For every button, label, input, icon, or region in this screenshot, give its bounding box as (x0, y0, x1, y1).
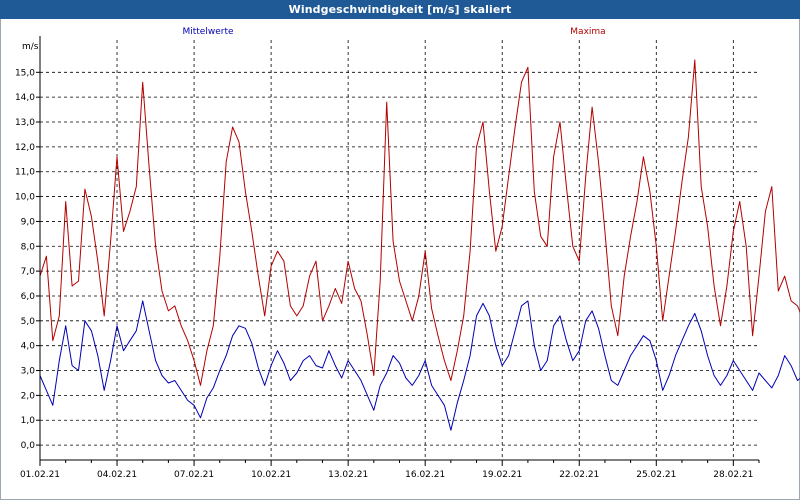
y-tick-label: 15,0 (15, 68, 35, 78)
grid-lines (39, 40, 759, 460)
series-lines (39, 59, 800, 431)
x-tick-label: 04.02.21 (97, 470, 137, 480)
x-tick-label: 07.02.21 (174, 470, 214, 480)
y-tick-label: 14,0 (15, 93, 35, 103)
y-tick-label: 12,0 (15, 143, 35, 153)
y-tick-label: 3,0 (21, 367, 36, 377)
y-tick-label: 5,0 (21, 317, 36, 327)
x-tick-label: 13.02.21 (328, 470, 368, 480)
x-tick-label: 16.02.21 (405, 470, 445, 480)
y-tick-label: 0,0 (21, 441, 36, 451)
y-tick-label: 10,0 (15, 193, 35, 203)
x-tick-labels: 01.02.21 04.02.21 07.02.21 10.02.21 13.02.21… (20, 470, 753, 480)
series-line-maxima (39, 59, 800, 386)
x-tick-label: 22.02.21 (559, 470, 599, 480)
y-tick-label: 8,0 (21, 242, 36, 252)
chart-area (0, 19, 800, 500)
x-tick-label: 10.02.21 (251, 470, 291, 480)
chart-title: Windgeschwindigkeit [m/s] skaliert (0, 0, 800, 19)
y-axis-unit-label: m/s (22, 42, 39, 52)
y-tick-label: 11,0 (15, 168, 35, 178)
y-tick-label: 2,0 (21, 391, 36, 401)
axes (36, 36, 760, 466)
x-tick-label: 28.02.21 (713, 470, 753, 480)
y-tick-label: 7,0 (21, 267, 36, 277)
x-tick-label: 01.02.21 (20, 470, 60, 480)
series-line-mittelwerte (39, 300, 800, 431)
y-tick-label: 1,0 (21, 416, 36, 426)
legend-maxima: Maxima (570, 27, 605, 37)
x-tick-label: 25.02.21 (636, 470, 676, 480)
legend-mittelwerte: Mittelwerte (182, 27, 233, 37)
y-tick-label: 6,0 (21, 292, 36, 302)
y-tick-labels: 0,0 1,0 2,0 3,0 4,0 5,0 6,0 7,0 8,0 9,0 10,0 11,0 12… (15, 68, 35, 451)
y-tick-label: 13,0 (15, 118, 35, 128)
y-tick-label: 4,0 (21, 342, 36, 352)
x-tick-label: 19.02.21 (482, 470, 522, 480)
y-tick-label: 9,0 (21, 217, 36, 227)
